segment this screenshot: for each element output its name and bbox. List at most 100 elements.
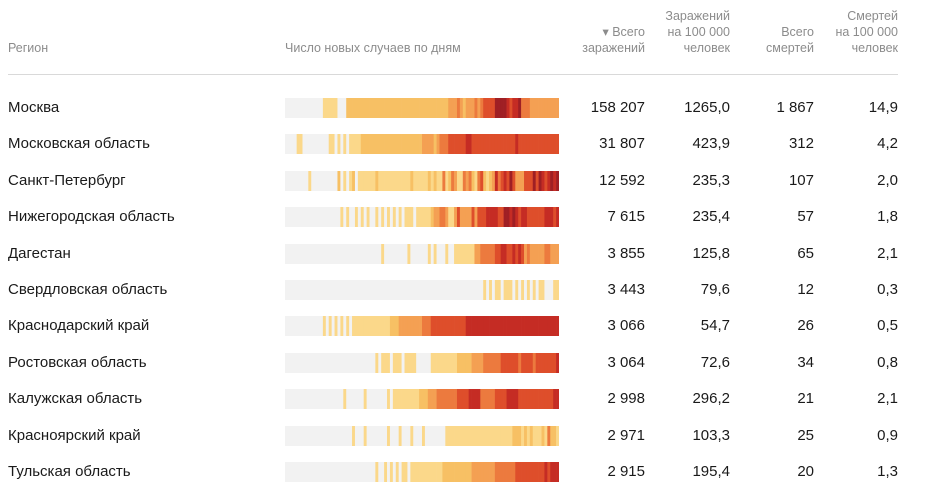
day-cell bbox=[500, 170, 504, 191]
day-cell bbox=[491, 389, 496, 410]
day-cell bbox=[346, 280, 350, 300]
deaths-per-100k-value: 2,1 bbox=[877, 390, 898, 408]
day-cell bbox=[413, 98, 417, 118]
day-cell bbox=[503, 207, 507, 228]
day-cell bbox=[430, 98, 435, 118]
day-cell bbox=[532, 170, 537, 191]
day-cell bbox=[302, 207, 306, 228]
day-cell bbox=[486, 170, 490, 191]
day-cell bbox=[314, 207, 318, 228]
deaths-column-header[interactable]: Всего смертей bbox=[766, 24, 814, 56]
day-cell bbox=[311, 280, 315, 300]
day-cell bbox=[381, 425, 385, 446]
day-cell bbox=[290, 389, 295, 410]
table-row[interactable]: Краснодарский край 3 066 54,7 26 0,5 bbox=[0, 308, 938, 344]
day-cell bbox=[389, 280, 394, 300]
deaths-per-100k-header-line: на 100 000 bbox=[835, 25, 898, 39]
table-row[interactable]: Тульская область 2 915 195,4 20 1,3 bbox=[0, 454, 938, 490]
day-cell bbox=[547, 170, 551, 191]
deaths-per-100k-value: 2,1 bbox=[877, 244, 898, 262]
day-cell bbox=[285, 243, 289, 264]
day-cell bbox=[486, 389, 490, 410]
day-cell bbox=[285, 170, 289, 191]
deaths-per-100k-value: 2,0 bbox=[877, 171, 898, 189]
day-cell bbox=[334, 352, 338, 373]
day-cell bbox=[354, 98, 359, 118]
day-cell bbox=[535, 134, 539, 155]
deaths-per-100k-column-header[interactable]: Смертей на 100 000 человек bbox=[835, 8, 898, 56]
day-cell bbox=[506, 462, 510, 482]
day-cell bbox=[550, 352, 554, 373]
table-row[interactable]: Красноярский край 2 971 103,3 25 0,9 bbox=[0, 418, 938, 454]
day-cell bbox=[416, 352, 420, 373]
day-cell bbox=[319, 207, 324, 228]
day-cell bbox=[526, 389, 531, 410]
day-cell bbox=[410, 170, 414, 191]
day-cell bbox=[436, 98, 440, 118]
table-row[interactable]: Москва 158 207 1265,0 1 867 14,9 bbox=[0, 90, 938, 126]
day-cell bbox=[317, 352, 321, 373]
day-cell bbox=[500, 352, 504, 373]
table-row[interactable]: Ростовская область 3 064 72,6 34 0,8 bbox=[0, 345, 938, 381]
day-cell bbox=[448, 389, 452, 410]
day-cell bbox=[494, 134, 499, 155]
total-cases-value: 3 066 bbox=[607, 317, 645, 335]
day-cell bbox=[378, 352, 382, 373]
day-cell bbox=[419, 243, 423, 264]
day-cell bbox=[518, 170, 522, 191]
day-cell bbox=[430, 462, 435, 482]
day-cell bbox=[547, 243, 551, 264]
day-cell bbox=[354, 352, 359, 373]
day-cell bbox=[363, 462, 367, 482]
day-cell bbox=[419, 134, 423, 155]
day-cell bbox=[480, 134, 484, 155]
day-cell bbox=[544, 462, 548, 482]
day-cell bbox=[535, 243, 539, 264]
total-cases-column-header[interactable]: ▾ Всего заражений bbox=[582, 24, 645, 56]
day-cell bbox=[436, 352, 440, 373]
day-cell bbox=[360, 462, 365, 482]
day-cell bbox=[387, 316, 391, 337]
table-row[interactable]: Свердловская область 3 443 79,6 12 0,3 bbox=[0, 272, 938, 308]
day-cell bbox=[477, 316, 481, 337]
day-cell bbox=[419, 425, 423, 446]
day-cell bbox=[419, 389, 423, 410]
day-cell bbox=[553, 352, 557, 373]
day-cell bbox=[497, 425, 502, 446]
table-row[interactable]: Дагестан 3 855 125,8 65 2,1 bbox=[0, 236, 938, 272]
day-cell bbox=[448, 207, 452, 228]
day-cell bbox=[360, 207, 365, 228]
day-cell bbox=[544, 389, 548, 410]
day-cell bbox=[427, 425, 432, 446]
day-cell bbox=[401, 425, 405, 446]
day-cell bbox=[319, 243, 324, 264]
table-row[interactable]: Московская область 31 807 423,9 312 4,2 bbox=[0, 126, 938, 162]
day-cell bbox=[424, 98, 429, 118]
day-cell bbox=[503, 280, 507, 300]
day-cell bbox=[456, 462, 461, 482]
cases-per-100k-column-header[interactable]: Заражений на 100 000 человек bbox=[665, 8, 730, 56]
day-cell bbox=[305, 243, 309, 264]
region-column-header[interactable]: Регион bbox=[8, 41, 49, 55]
day-cell bbox=[486, 462, 490, 482]
day-cell bbox=[328, 462, 332, 482]
table-row[interactable]: Нижегородская область 7 615 235,4 57 1,8 bbox=[0, 199, 938, 235]
day-cell bbox=[314, 170, 318, 191]
table-row[interactable]: Калужская область 2 998 296,2 21 2,1 bbox=[0, 381, 938, 417]
region-name: Московская область bbox=[8, 135, 150, 153]
deaths-value: 26 bbox=[797, 317, 814, 335]
day-cell bbox=[454, 98, 458, 118]
table-row[interactable]: Санкт-Петербург 12 592 235,3 107 2,0 bbox=[0, 163, 938, 199]
day-cell bbox=[413, 352, 417, 373]
day-cell bbox=[372, 134, 376, 155]
day-cell bbox=[491, 425, 496, 446]
day-cell bbox=[413, 243, 417, 264]
day-cell bbox=[465, 243, 469, 264]
day-cell bbox=[395, 98, 400, 118]
day-cell bbox=[547, 316, 551, 337]
day-cell bbox=[354, 316, 359, 337]
total-cases-value: 3 855 bbox=[607, 244, 645, 262]
day-cell bbox=[448, 243, 452, 264]
day-cell bbox=[442, 98, 446, 118]
day-cell bbox=[363, 389, 367, 410]
